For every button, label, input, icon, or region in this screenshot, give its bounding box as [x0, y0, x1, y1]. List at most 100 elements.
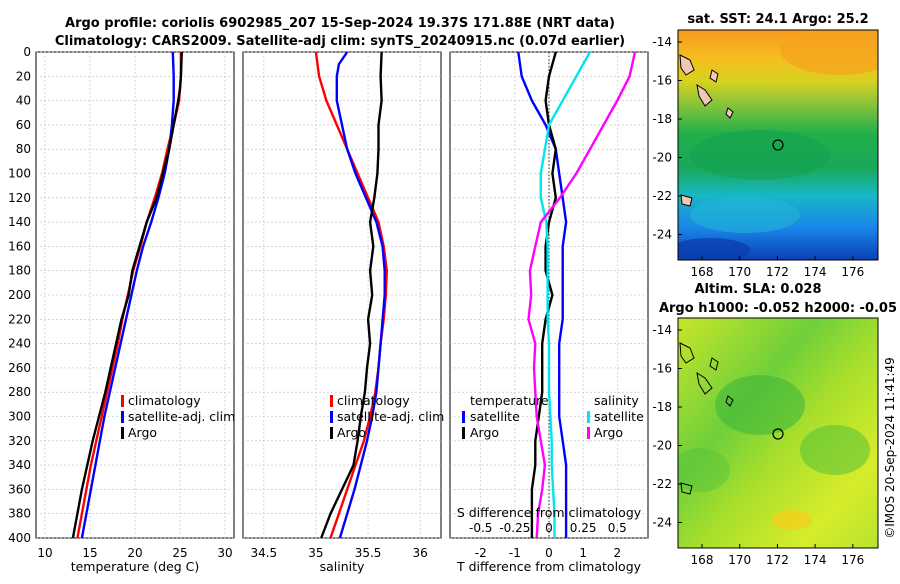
salinity-xlabel: salinity — [320, 559, 365, 574]
series-line-s-argo — [527, 51, 637, 539]
temperature-tick-labels: 10 15 20 25 30 — [37, 546, 232, 560]
sst-map-title: sat. SST: 24.1 Argo: 25.2 — [687, 12, 868, 27]
y-tick-label: 340 — [8, 458, 31, 472]
salinity-diff-legend: salinity satellite Argo — [587, 393, 644, 440]
legend-swatch-climatology — [121, 395, 124, 407]
sst-lon-ticks: 168 170 172 174 176 — [691, 256, 864, 279]
legend-label-satellite: satellite-adj. clim — [337, 409, 444, 424]
x-tick-label: 15 — [82, 546, 97, 560]
legend-swatch-argo — [121, 427, 124, 439]
t-difference-tick-labels: -2 -1 0 1 2 — [475, 546, 621, 560]
argo-marker — [772, 428, 784, 440]
legend-label-satellite: satellite-adj. clim — [128, 409, 235, 424]
series-line-t-argo — [530, 51, 557, 538]
lon-tick-label: 168 — [691, 553, 714, 567]
sla-low-patch-3 — [678, 448, 730, 492]
x2-tick-label: -0.5 — [469, 521, 492, 535]
series-line-argo — [71, 51, 183, 539]
x-tick-label: -2 — [475, 546, 487, 560]
sla-low-patch-2 — [800, 425, 870, 475]
legend-label-climatology: climatology — [337, 393, 410, 408]
depth-tick-labels: 0 20 40 60 80 100 120 140 160 180 200 220 240 260 280 3… — [8, 45, 31, 545]
sla-high-patch — [772, 510, 812, 530]
lon-tick-label: 170 — [728, 265, 751, 279]
legend-swatch-satellite — [330, 411, 333, 423]
sst-green-patch — [690, 130, 830, 180]
temperature-diff-legend: temperature satellite Argo — [462, 393, 549, 440]
y-tick-label: 240 — [8, 337, 31, 351]
legend-swatch-t-argo — [462, 427, 465, 439]
lat-tick-label: -22 — [652, 189, 672, 203]
sst-blue-patch — [690, 197, 800, 233]
difference-series — [517, 51, 637, 539]
t-difference-xlabel: T difference from climatology — [456, 559, 642, 574]
x-tick-label: 2 — [613, 546, 621, 560]
lon-tick-label: 172 — [766, 553, 789, 567]
salinity-panel: 34.5 35 35.5 36 salinity climatology satell… — [242, 51, 444, 574]
legend-label-s-argo: Argo — [594, 425, 623, 440]
legend-label-t-satellite: satellite — [470, 409, 520, 424]
island-coast — [679, 54, 734, 207]
lon-tick-label: 174 — [804, 265, 827, 279]
y-tick-label: 400 — [8, 531, 31, 545]
series-line-argo — [320, 51, 383, 539]
x2-tick-label: -0.25 — [499, 521, 530, 535]
legend-title-temperature: temperature — [470, 393, 549, 408]
lon-tick-label: 168 — [691, 265, 714, 279]
legend-title-salinity: salinity — [594, 393, 639, 408]
y-tick-label: 100 — [8, 167, 31, 181]
lat-tick-label: -16 — [652, 74, 672, 88]
sla-low-patch-1 — [715, 375, 805, 435]
lat-tick-label: -22 — [652, 477, 672, 491]
legend-label-s-satellite: satellite — [594, 409, 644, 424]
lat-tick-label: -14 — [652, 35, 672, 49]
legend-swatch-s-satellite — [587, 411, 590, 423]
series-line-s-satellite — [539, 51, 592, 538]
sla-map-title-2: Argo h1000: -0.052 h2000: -0.05 — [659, 301, 897, 316]
lat-tick-label: -20 — [652, 151, 672, 165]
x-tick-label: -1 — [509, 546, 521, 560]
island-coast — [679, 342, 734, 495]
x-tick-label: 0 — [545, 546, 553, 560]
x-tick-label: 35 — [308, 546, 323, 560]
x-tick-label: 30 — [217, 546, 232, 560]
legend-swatch-t-satellite — [462, 411, 465, 423]
y-tick-label: 200 — [8, 288, 31, 302]
temperature-legend: climatology satellite-adj. clim Argo — [121, 393, 235, 440]
sla-lon-ticks: 168 170 172 174 176 — [691, 544, 864, 567]
legend-swatch-satellite — [121, 411, 124, 423]
y-tick-label: 220 — [8, 312, 31, 326]
legend-swatch-argo — [330, 427, 333, 439]
header-line-2: Climatology: CARS2009. Satellite-adj cli… — [55, 34, 625, 49]
sla-map: Altim. SLA: 0.028 Argo h1000: -0.052 h20… — [652, 282, 897, 567]
x-tick-label: 35.5 — [355, 546, 382, 560]
y-tick-label: 140 — [8, 215, 31, 229]
legend-swatch-climatology — [330, 395, 333, 407]
y-tick-label: 280 — [8, 385, 31, 399]
lat-tick-label: -24 — [652, 228, 672, 242]
y-tick-label: 180 — [8, 264, 31, 278]
y-tick-label: 160 — [8, 239, 31, 253]
salinity-tick-labels: 34.5 35 35.5 36 — [250, 546, 427, 560]
lon-tick-label: 170 — [728, 553, 751, 567]
x-tick-label: 20 — [127, 546, 142, 560]
sla-map-title-1: Altim. SLA: 0.028 — [695, 282, 822, 297]
x-tick-label: 1 — [579, 546, 587, 560]
x2-tick-label: 0.5 — [608, 521, 627, 535]
y-tick-label: 40 — [16, 94, 31, 108]
sst-warm-patch — [780, 30, 878, 75]
y-tick-label: 120 — [8, 191, 31, 205]
difference-panel: -2 -1 0 1 2 -0.5 -0.25 0 0.25 0.5 S difference f… — [449, 51, 649, 574]
lon-tick-label: 176 — [841, 553, 864, 567]
series-line-t-satellite — [517, 51, 568, 538]
y-tick-label: 260 — [8, 361, 31, 375]
x-tick-label: 34.5 — [250, 546, 277, 560]
salinity-legend: climatology satellite-adj. clim Argo — [330, 393, 444, 440]
temperature-grid — [36, 51, 234, 539]
legend-label-argo: Argo — [128, 425, 157, 440]
legend-label-climatology: climatology — [128, 393, 201, 408]
x-tick-label: 36 — [413, 546, 428, 560]
series-line-satellite-adj-clim — [335, 51, 386, 539]
sla-lat-ticks: -14 -16 -18 -20 -22 -24 — [652, 323, 682, 530]
